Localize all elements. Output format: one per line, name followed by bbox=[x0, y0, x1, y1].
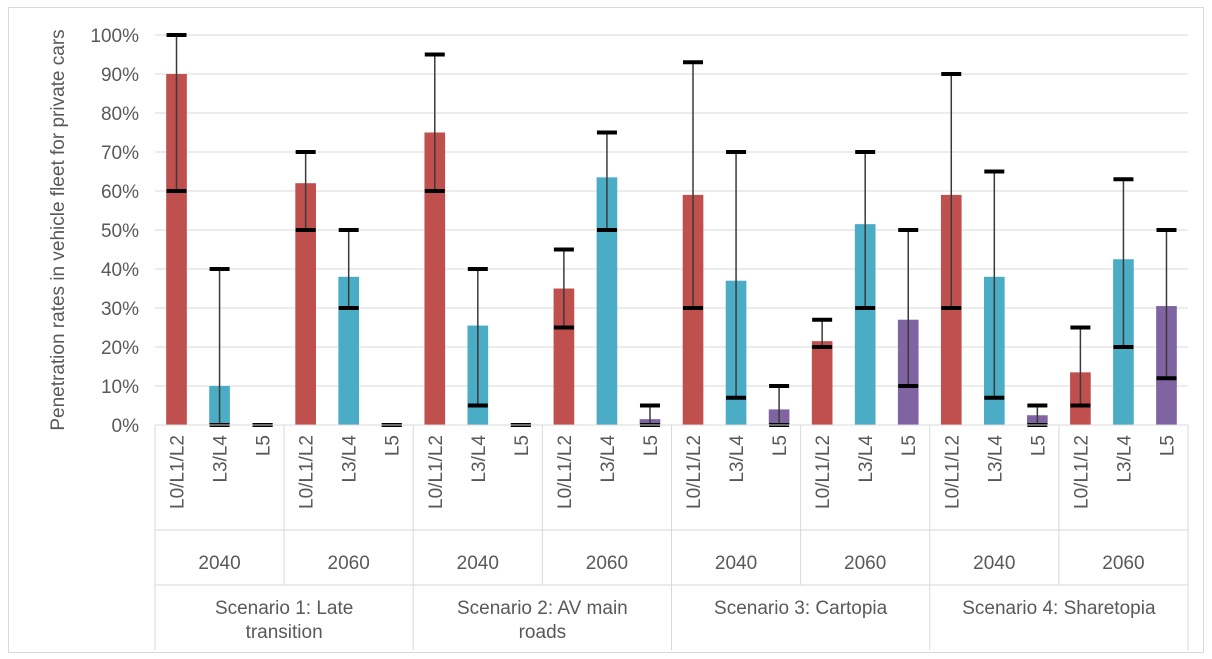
x-category-label: L0/L1/L2 bbox=[684, 435, 705, 509]
x-year-label: 2060 bbox=[844, 553, 886, 574]
y-tick-label: 30% bbox=[101, 299, 139, 320]
bar bbox=[424, 132, 446, 425]
bar bbox=[811, 341, 833, 425]
x-category-label: L5 bbox=[641, 435, 662, 456]
x-category-label: L3/L4 bbox=[1114, 435, 1135, 483]
bar bbox=[854, 224, 876, 425]
x-category-label: L5 bbox=[383, 435, 404, 456]
x-category-label: L3/L4 bbox=[598, 435, 619, 483]
bar bbox=[166, 74, 187, 425]
x-category-label: L3/L4 bbox=[340, 435, 361, 483]
x-category-label: L5 bbox=[899, 435, 920, 456]
x-category-label: L5 bbox=[512, 435, 533, 456]
bar-layer bbox=[166, 74, 1177, 425]
bar bbox=[596, 177, 618, 425]
x-year-label: 2060 bbox=[328, 553, 370, 574]
x-category-label: L0/L1/L2 bbox=[168, 435, 189, 509]
x-category-label: L0/L1/L2 bbox=[813, 435, 834, 509]
x-category-label: L5 bbox=[254, 435, 275, 456]
y-tick-label: 70% bbox=[101, 143, 139, 164]
x-category-label: L0/L1/L2 bbox=[942, 435, 963, 509]
y-tick-label: 20% bbox=[101, 338, 139, 359]
x-category-label: L3/L4 bbox=[985, 435, 1006, 483]
x-category-label: L5 bbox=[1028, 435, 1049, 456]
x-category-label: L3/L4 bbox=[211, 435, 232, 483]
y-tick-label: 100% bbox=[90, 26, 139, 47]
y-tick-label: 50% bbox=[101, 221, 139, 242]
x-scenario-label: Scenario 1: Late bbox=[215, 598, 353, 619]
x-scenario-label: Scenario 2: AV main bbox=[457, 598, 628, 619]
x-scenario-label: roads bbox=[519, 622, 567, 643]
y-tick-label: 40% bbox=[101, 260, 139, 281]
x-category-label: L3/L4 bbox=[727, 435, 748, 483]
x-category-label: L3/L4 bbox=[469, 435, 490, 483]
x-category-label: L0/L1/L2 bbox=[555, 435, 576, 509]
x-category-label: L5 bbox=[1157, 435, 1178, 456]
x-category-label: L0/L1/L2 bbox=[297, 435, 318, 509]
y-tick-label: 90% bbox=[101, 65, 139, 86]
x-year-label: 2060 bbox=[586, 553, 628, 574]
label-layer: 0% 10% 20% 30% 40% 50% 60% 70% 80% 90% 100% L0/L1/L… bbox=[90, 26, 1178, 643]
x-year-label: 2060 bbox=[1102, 553, 1144, 574]
bar bbox=[295, 183, 316, 425]
bar bbox=[338, 276, 360, 425]
y-tick-label: 60% bbox=[101, 182, 139, 203]
x-scenario-label: Scenario 4: Sharetopia bbox=[962, 598, 1156, 619]
y-tick-label: 10% bbox=[101, 377, 139, 398]
x-scenario-label: Scenario 3: Cartopia bbox=[714, 598, 888, 619]
bar bbox=[553, 288, 575, 425]
x-year-label: 2040 bbox=[198, 553, 240, 574]
x-year-label: 2040 bbox=[973, 553, 1015, 574]
x-category-label: L3/L4 bbox=[856, 435, 877, 483]
x-scenario-label: transition bbox=[246, 622, 323, 643]
y-axis-title: Penetration rates in vehicle fleet for p… bbox=[48, 29, 69, 430]
x-category-label: L5 bbox=[770, 435, 791, 456]
x-year-label: 2040 bbox=[457, 553, 499, 574]
chart-frame bbox=[8, 7, 1204, 653]
x-year-label: 2040 bbox=[715, 553, 757, 574]
y-tick-label: 0% bbox=[112, 416, 140, 437]
grid-layer bbox=[155, 34, 1188, 387]
x-category-label: L0/L1/L2 bbox=[1071, 435, 1092, 509]
x-category-label: L0/L1/L2 bbox=[426, 435, 447, 509]
y-tick-label: 80% bbox=[101, 104, 139, 125]
axis-layer bbox=[154, 424, 1189, 650]
